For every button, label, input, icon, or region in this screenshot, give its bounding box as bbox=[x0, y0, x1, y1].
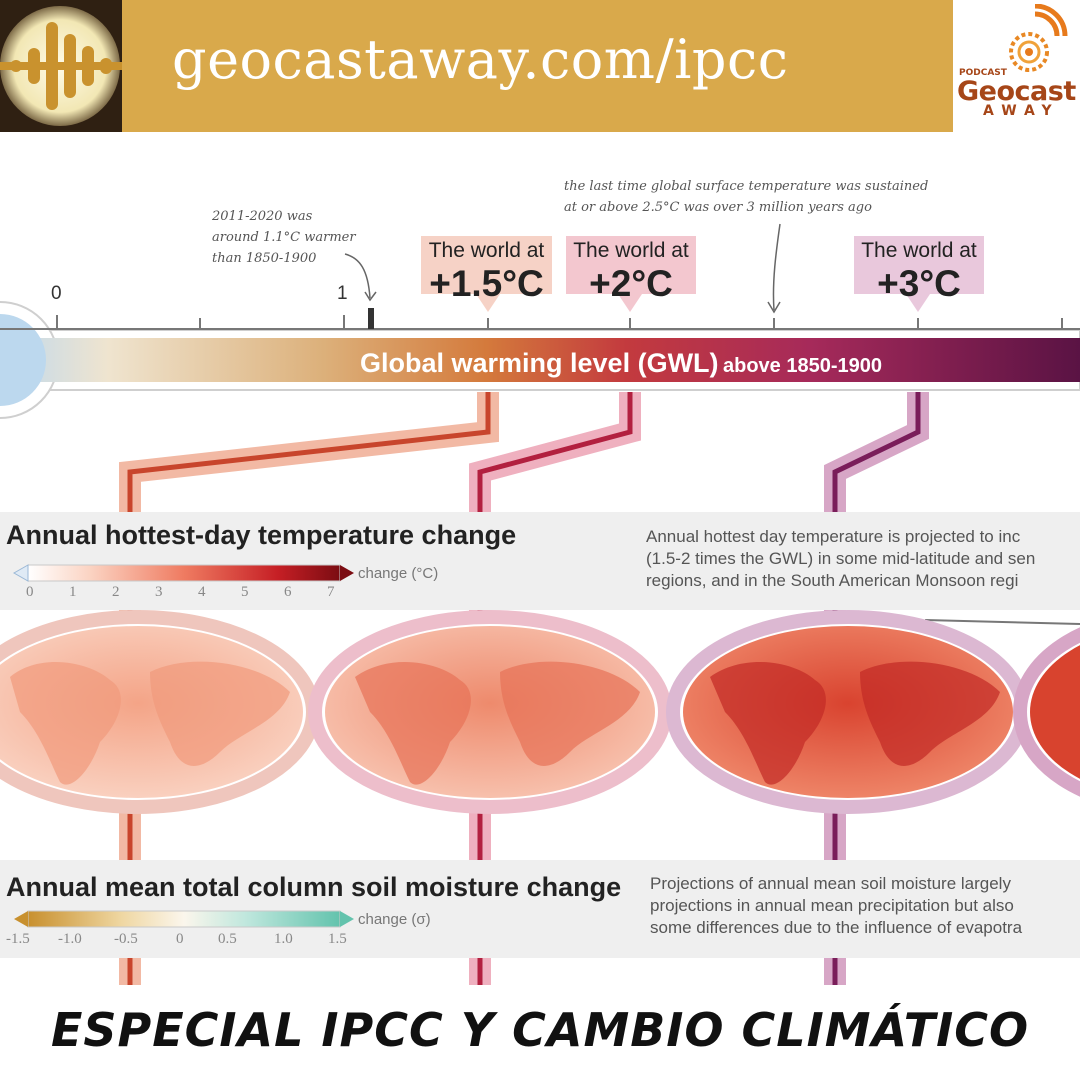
gwl-tick-0: 0 bbox=[51, 283, 62, 304]
temperature-tick: 7 bbox=[327, 584, 335, 600]
temperature-tick: 0 bbox=[26, 584, 34, 600]
description-line: Projections of annual mean soil moisture… bbox=[650, 874, 1011, 893]
temperature-tick: 5 bbox=[241, 584, 249, 600]
temperature-scale-ticks: 0 1 2 3 4 5 6 7 bbox=[20, 584, 350, 604]
temperature-tick: 1 bbox=[69, 584, 77, 600]
temperature-tick: 6 bbox=[284, 584, 292, 600]
world-callout-1-5: The world at +1.5°C bbox=[421, 238, 552, 304]
description-line: Annual hottest day temperature is projec… bbox=[646, 527, 1021, 546]
temperature-tick: 4 bbox=[198, 584, 206, 600]
world-callout-value: +1.5°C bbox=[429, 263, 544, 304]
soil-tick: -1.0 bbox=[58, 931, 82, 947]
logo-podcast-label: PODCAST bbox=[959, 68, 1007, 78]
soil-panel-title: Annual mean total column soil moisture c… bbox=[6, 872, 622, 902]
footer bbox=[0, 985, 1080, 1080]
soil-tick: 1.0 bbox=[274, 931, 293, 947]
map-3 bbox=[666, 610, 1030, 814]
annotation-left-line: than 1850-1900 bbox=[212, 251, 317, 266]
temperature-panel-band bbox=[0, 512, 1080, 610]
ammonite-shell-icon bbox=[1009, 4, 1068, 72]
annotation-top-line: the last time global surface temperature… bbox=[564, 179, 929, 194]
gwl-label: Global warming level (GWL) above 1850-19… bbox=[360, 348, 882, 379]
gwl-tick-1: 1 bbox=[337, 283, 348, 304]
waveform-icon bbox=[0, 0, 122, 132]
world-callout-label: The world at bbox=[861, 239, 977, 262]
gwl-infographic bbox=[0, 223, 1080, 985]
soil-tick: 1.5 bbox=[328, 931, 347, 947]
annotation-top-line: at or above 2.5°C was over 3 million yea… bbox=[564, 200, 872, 215]
gwl-label-main: Global warming level (GWL) bbox=[360, 348, 719, 378]
annotation-arrow-top bbox=[772, 223, 781, 311]
soil-panel-description: Projections of annual mean soil moisture… bbox=[650, 873, 1022, 939]
description-line: some differences due to the influence of… bbox=[650, 918, 1023, 937]
annotation-top: the last time global surface temperature… bbox=[564, 176, 928, 218]
geocast-away-logo[interactable]: PODCAST Geocast AWAY bbox=[955, 0, 1080, 132]
site-url-link[interactable]: geocastaway.com/ipcc bbox=[172, 28, 789, 91]
world-callout-label: The world at bbox=[573, 239, 689, 262]
annotation-left-line: 2011-2020 was bbox=[212, 209, 313, 224]
temperature-scale bbox=[12, 564, 354, 582]
logo-name: Geocast bbox=[957, 76, 1076, 107]
temperature-panel-title: Annual hottest-day temperature change bbox=[6, 520, 517, 550]
soil-scale bbox=[14, 910, 354, 928]
logo-sub: AWAY bbox=[983, 103, 1060, 119]
description-line: regions, and in the South American Monso… bbox=[646, 571, 1019, 590]
world-callout-value: +3°C bbox=[877, 263, 961, 304]
soil-tick: -1.5 bbox=[6, 931, 30, 947]
world-callout-3: The world at +3°C bbox=[854, 238, 984, 304]
world-callout-value: +2°C bbox=[589, 263, 673, 304]
temperature-tick: 2 bbox=[112, 584, 120, 600]
soil-scale-unit: change (σ) bbox=[358, 911, 431, 928]
annotation-left-line: around 1.1°C warmer bbox=[212, 230, 356, 245]
gwl-label-sub: above 1850-1900 bbox=[723, 355, 883, 377]
soil-tick: 0.5 bbox=[218, 931, 237, 947]
description-line: projections in annual mean precipitation… bbox=[650, 896, 1014, 915]
thermometer bbox=[0, 301, 1080, 419]
world-callout-label: The world at bbox=[428, 239, 545, 262]
temperature-panel-description: Annual hottest day temperature is projec… bbox=[646, 526, 1035, 592]
map-2 bbox=[308, 610, 672, 814]
soil-tick: 0 bbox=[176, 931, 184, 947]
footer-title: ESPECIAL IPCC Y CAMBIO CLIMÁTICO bbox=[50, 1003, 1030, 1057]
annotation-arrow-left bbox=[344, 253, 371, 299]
banner-bar bbox=[0, 0, 953, 132]
temperature-tick: 3 bbox=[155, 584, 163, 600]
annotation-left: 2011-2020 was around 1.1°C warmer than 1… bbox=[212, 206, 356, 269]
soil-tick: -0.5 bbox=[114, 931, 138, 947]
soil-panel-band bbox=[0, 860, 1080, 958]
map-4-partial bbox=[1013, 627, 1080, 797]
callout-shapes bbox=[421, 236, 984, 312]
world-callout-2: The world at +2°C bbox=[566, 238, 696, 304]
soil-scale-ticks: -1.5 -1.0 -0.5 0 0.5 1.0 1.5 bbox=[6, 931, 356, 951]
temperature-scale-unit: change (°C) bbox=[358, 565, 439, 582]
description-line: (1.5-2 times the GWL) in some mid-latitu… bbox=[646, 549, 1036, 568]
map-1-5 bbox=[0, 610, 320, 814]
